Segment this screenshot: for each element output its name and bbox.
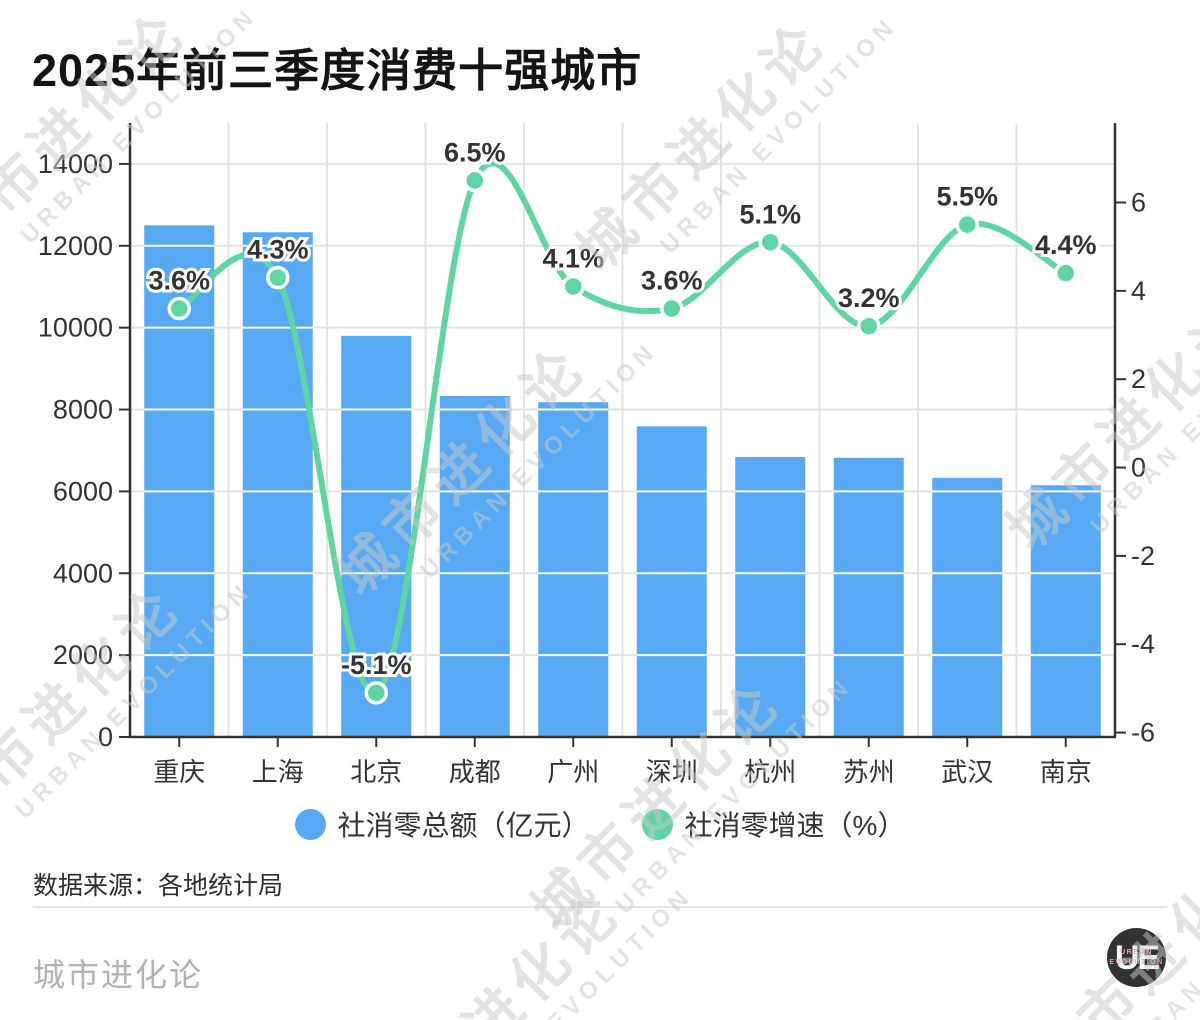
chart-title: 2025年前三季度消费十强城市 — [32, 45, 643, 96]
divider — [33, 906, 1167, 908]
right-axis-label: -6 — [1131, 718, 1155, 748]
point-label-深圳: 3.6% — [641, 266, 703, 296]
point-label-杭州: 5.1% — [739, 199, 801, 229]
x-axis-label-杭州: 杭州 — [744, 757, 796, 787]
brand-name: 城市进化论 — [33, 957, 204, 993]
bar-杭州 — [735, 457, 806, 737]
line-marker-深圳 — [660, 296, 684, 321]
legend-dot-bar-icon — [294, 808, 326, 840]
point-label-上海: 4.3% — [247, 235, 309, 265]
bar-南京 — [1030, 485, 1101, 737]
left-axis-label: 14000 — [38, 149, 113, 179]
bar-上海 — [242, 232, 313, 738]
bar-北京 — [341, 335, 412, 737]
right-axis-label: 6 — [1131, 188, 1146, 218]
point-label-广州: 4.1% — [542, 243, 604, 273]
line-marker-重庆 — [167, 296, 191, 321]
x-axis-label-重庆: 重庆 — [153, 757, 205, 787]
left-axis-label: 4000 — [53, 558, 113, 588]
x-axis-label-深圳: 深圳 — [646, 757, 698, 787]
point-label-苏州: 3.2% — [838, 283, 900, 313]
legend: 社消零总额（亿元） 社消零增速（%） — [0, 804, 1200, 844]
point-label-北京: -5.1% — [341, 650, 412, 680]
x-axis-label-苏州: 苏州 — [843, 757, 895, 787]
legend-dot-line-icon — [641, 808, 673, 840]
point-label-南京: 4.4% — [1035, 230, 1097, 260]
line-marker-杭州 — [758, 230, 782, 255]
growth-line — [176, 160, 1069, 696]
left-axis-label: 12000 — [38, 231, 113, 261]
logo-subtitle: URBAN EVOLUTION — [1109, 949, 1164, 967]
bar-深圳 — [636, 426, 707, 737]
line-marker-武汉 — [955, 212, 979, 237]
line-marker-上海 — [266, 265, 290, 290]
line-marker-南京 — [1054, 261, 1078, 285]
point-label-重庆: 3.6% — [148, 266, 210, 296]
combo-chart: 3.6% 4.3% -5.1% 6.5% 4.1% 3.6% 5.1% 3.2% 5.5% 4.4… — [38, 123, 1155, 787]
point-label-武汉: 5.5% — [936, 182, 998, 212]
point-label-成都: 6.5% — [444, 137, 506, 167]
left-axis-label: 0 — [98, 722, 113, 752]
x-axis-label-北京: 北京 — [350, 757, 402, 787]
x-axis-label-成都: 成都 — [449, 757, 501, 787]
line-marker-北京 — [364, 681, 388, 705]
left-axis-label: 2000 — [53, 640, 113, 670]
legend-item-bar: 社消零总额（亿元） — [294, 804, 590, 844]
logo-monogram: UE — [1114, 938, 1160, 977]
bar-苏州 — [833, 457, 904, 737]
right-axis-label: -2 — [1131, 541, 1155, 571]
right-axis-label: -4 — [1131, 629, 1155, 659]
line-marker-广州 — [561, 274, 585, 299]
x-axis-label-广州: 广州 — [547, 757, 599, 787]
bar-广州 — [538, 402, 609, 737]
legend-label-line: 社消零增速（%） — [684, 810, 906, 841]
brand-logo: UE URBAN EVOLUTION — [1107, 928, 1166, 987]
bar-武汉 — [932, 477, 1003, 737]
source-note: 数据来源：各地统计局 — [33, 872, 284, 900]
right-axis-label: 0 — [1131, 453, 1146, 483]
left-axis-label: 10000 — [38, 313, 113, 343]
x-axis-label-武汉: 武汉 — [941, 757, 993, 787]
x-axis-label-上海: 上海 — [252, 757, 304, 787]
x-axis-label-南京: 南京 — [1040, 757, 1092, 787]
line-marker-成都 — [463, 168, 487, 193]
legend-item-line: 社消零增速（%） — [641, 804, 906, 844]
right-axis-label: 4 — [1131, 276, 1146, 306]
bar-成都 — [439, 396, 510, 737]
legend-label-bar: 社消零总额（亿元） — [337, 810, 590, 841]
line-marker-苏州 — [857, 314, 881, 338]
right-axis-label: 2 — [1131, 364, 1146, 394]
left-axis-label: 8000 — [53, 395, 113, 425]
left-axis-label: 6000 — [53, 476, 113, 506]
